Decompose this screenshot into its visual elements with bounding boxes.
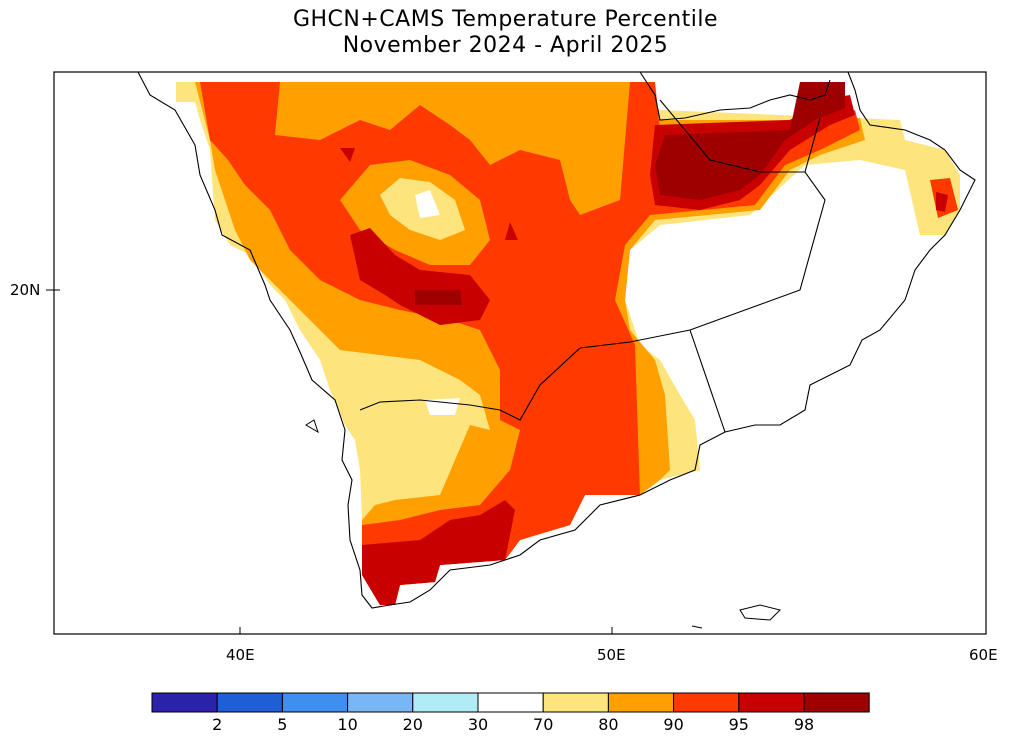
colorbar-label: 20 (403, 715, 423, 734)
colorbar-label: 80 (598, 715, 618, 734)
y-tick-label: 20N (10, 281, 41, 299)
oman-border (689, 329, 726, 433)
region-95-98-south (362, 500, 515, 605)
colorbar-swatch (542, 692, 609, 713)
colorbar-label: 70 (533, 715, 553, 734)
island-small-2 (305, 419, 319, 434)
colorbar-swatch (673, 692, 740, 713)
region-98-central (415, 290, 462, 305)
colorbar-label: 5 (277, 715, 287, 734)
colorbar-swatch (281, 692, 349, 713)
x-tick-label: 40E (226, 646, 255, 664)
colorbar-swatch (412, 692, 479, 713)
colorbar-swatch (477, 692, 544, 713)
colorbar-label: 30 (468, 715, 488, 734)
region-30-70-west (425, 398, 460, 415)
coastlines (137, 71, 976, 609)
shaded-field (176, 82, 960, 605)
map-title: GHCN+CAMS Temperature Percentile (292, 7, 719, 32)
region-98-north (655, 82, 845, 200)
island-small-1 (691, 625, 703, 629)
region-98-east (936, 192, 948, 212)
yemen-border (359, 99, 826, 421)
colorbar-label: 2 (212, 715, 222, 734)
colorbar-swatch (347, 692, 414, 713)
colorbar-label: 10 (337, 715, 357, 734)
colorbar-swatch (803, 692, 870, 713)
colorbar-swatch (738, 692, 805, 713)
colorbar-swatch (216, 692, 283, 713)
colorbar-swatch (607, 692, 675, 713)
region-95-98-dot (505, 222, 518, 240)
uae-border (804, 117, 821, 173)
colorbar-swatch (151, 692, 218, 713)
map-subtitle: November 2024 - April 2025 (342, 33, 669, 58)
region-95-98-small (340, 148, 355, 162)
socotra-island (739, 604, 781, 621)
red-sea-west-coast (137, 71, 976, 609)
x-tick-label: 60E (969, 646, 998, 664)
colorbar-label: 95 (729, 715, 749, 734)
colorbar-label: 90 (663, 715, 683, 734)
region-30-70-inner (415, 190, 440, 218)
x-tick-label: 50E (597, 646, 626, 664)
map-frame (53, 71, 987, 635)
islands (305, 419, 781, 629)
gulf-coast (639, 71, 831, 121)
colorbar-label: 98 (794, 715, 814, 734)
